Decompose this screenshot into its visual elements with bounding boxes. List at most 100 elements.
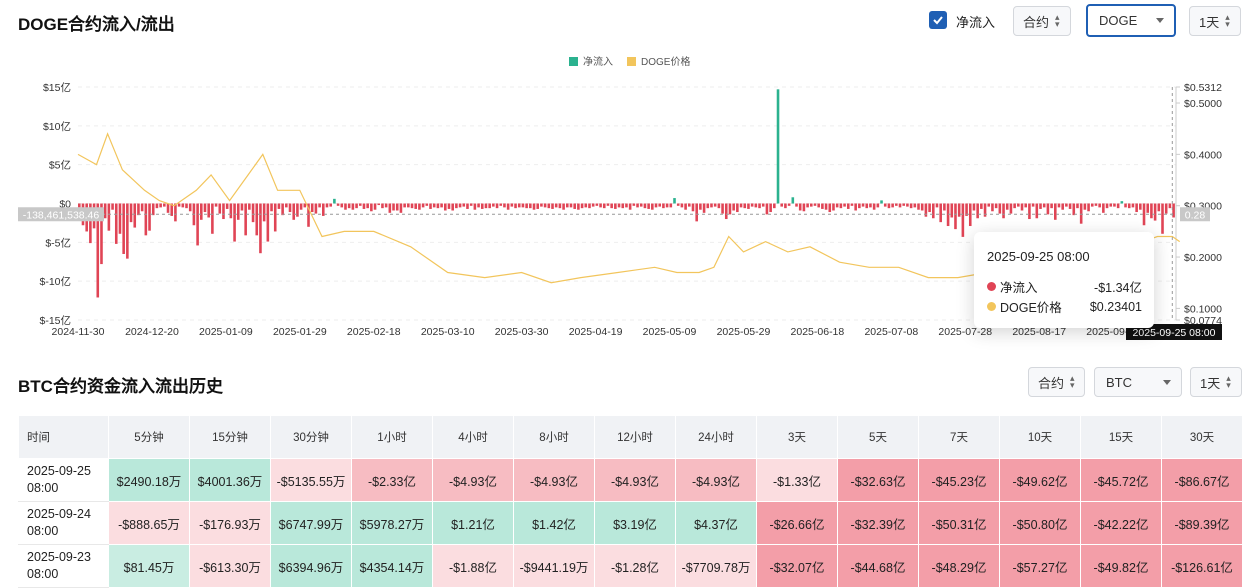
flow-bar	[673, 198, 676, 204]
left-tick-label: $15亿	[43, 81, 71, 94]
flow-bar	[211, 203, 214, 234]
flow-bar	[1164, 203, 1168, 214]
coin-select[interactable]: DOGE	[1086, 4, 1176, 37]
flow-bar	[244, 203, 247, 236]
right-tick-label: $0.5312	[1184, 82, 1222, 94]
flow-bar	[924, 203, 928, 217]
flow-bar	[200, 203, 203, 220]
flow-bar	[824, 203, 828, 210]
flow-bar	[373, 203, 377, 210]
flow-bar	[702, 203, 706, 213]
flow-cell: -$2.33亿	[351, 458, 433, 502]
flow-bar	[181, 203, 185, 208]
flow-bar	[429, 203, 432, 209]
chart-title: DOGE合约流入/流出	[18, 15, 175, 34]
crosshair-left-label: -138,461,538.46	[23, 209, 100, 221]
flow-bar	[573, 203, 576, 209]
flow-bar	[322, 203, 325, 216]
flow-bar	[248, 203, 251, 210]
flow-bar	[418, 203, 421, 210]
flow-bar	[680, 203, 684, 208]
flow-bar	[166, 203, 170, 213]
legend-price-swatch	[627, 57, 636, 66]
flow-bar	[935, 203, 939, 208]
mode-select[interactable]: 合约 ▴ ▾	[1013, 6, 1071, 36]
flow-bar	[1013, 203, 1016, 209]
flow-bar	[765, 203, 769, 215]
flow-bar	[1054, 203, 1057, 220]
flow-bar	[669, 203, 673, 208]
flow-cell: -$32.07亿	[756, 544, 838, 588]
net-inflow-checkbox[interactable]	[929, 11, 947, 29]
flow-bar	[551, 203, 554, 209]
column-header: 10天	[999, 415, 1081, 459]
flow-cell: -$42.22亿	[1080, 501, 1162, 545]
flow-cell: -$1.88亿	[432, 544, 514, 588]
flow-bar	[850, 203, 854, 206]
flow-bar	[639, 203, 643, 207]
flow-bar	[1087, 203, 1090, 212]
flow-bar	[895, 203, 898, 206]
up-down-icon: ▴ ▾	[1070, 373, 1075, 390]
flow-cell: $1.42亿	[513, 501, 595, 545]
flow-bar	[906, 203, 909, 207]
flow-bar	[1161, 203, 1164, 234]
flow-bar	[89, 203, 92, 244]
flow-bar	[617, 203, 621, 208]
flow-cell: -$4.93亿	[513, 458, 595, 502]
flow-bar	[691, 203, 695, 212]
flow-cell: $4354.14万	[351, 544, 433, 588]
history-coin-select[interactable]: BTC	[1094, 367, 1182, 397]
left-tick-label: $5亿	[49, 159, 71, 172]
flow-bar	[784, 203, 787, 209]
flow-bar	[266, 203, 270, 242]
flow-cell: -$5135.55万	[270, 458, 352, 502]
flow-bar	[281, 203, 284, 216]
flow-bar	[1079, 203, 1083, 224]
table-row: 2025-09-25 08:00 $2490.18万 $4001.36万 -$5135.…	[18, 458, 1243, 502]
column-header: 5分钟	[108, 415, 190, 459]
history-mode-value: 合约	[1038, 375, 1065, 391]
flow-bar	[769, 203, 772, 213]
history-mode-select[interactable]: 合约 ▴ ▾	[1028, 367, 1085, 397]
flow-bar	[155, 203, 159, 209]
flow-bar	[140, 203, 144, 212]
crosshair-x-label: 2025-09-25 08:00	[1133, 327, 1216, 339]
history-interval-select[interactable]: 1天 ▴ ▾	[1190, 367, 1242, 397]
flow-bar	[861, 203, 865, 207]
flow-bar	[739, 203, 743, 208]
net-inflow-checkbox-label[interactable]: 净流入	[956, 15, 996, 30]
right-tick-label: $0.4000	[1184, 149, 1222, 161]
row-date: 2025-09-25	[27, 464, 91, 478]
flow-bar	[506, 203, 510, 210]
flow-bar	[347, 203, 351, 209]
flow-bar	[713, 203, 717, 207]
flow-bar	[536, 203, 540, 209]
x-tick-label: 2024-11-30	[52, 326, 105, 338]
flow-chart[interactable]: 净流入 DOGE价格 $15亿 $10亿 $5亿 $0 $-5亿 $-10亿 $-15亿 $0.5…	[0, 45, 1247, 350]
flow-bar	[122, 203, 125, 254]
flow-cell: -$44.68亿	[837, 544, 919, 588]
tooltip-label: 净流入	[1000, 281, 1038, 295]
x-tick-label: 2025-05-09	[643, 326, 697, 338]
left-tick-label: $10亿	[43, 120, 71, 133]
flow-bar	[384, 203, 388, 208]
flow-bar	[972, 203, 976, 211]
right-tick-label: $0.2000	[1184, 252, 1222, 264]
flow-bar	[351, 203, 355, 210]
flow-bar	[880, 200, 883, 204]
flow-bar	[1113, 203, 1116, 207]
flow-bar	[488, 203, 491, 209]
chart-tooltip: 2025-09-25 08:00 净流入 -$1.34亿 DOGE价格 $0.2…	[974, 232, 1154, 328]
flow-bar	[440, 203, 443, 208]
flow-bar	[229, 203, 233, 219]
interval-select[interactable]: 1天 ▴ ▾	[1189, 6, 1241, 36]
column-header: 12小时	[594, 415, 676, 459]
flow-bar	[1139, 203, 1142, 210]
flow-bar	[736, 203, 739, 213]
flow-bar	[998, 203, 1002, 214]
column-header: 15天	[1080, 415, 1162, 459]
flow-bar	[240, 203, 244, 211]
right-tick-label: $0.5000	[1184, 98, 1222, 110]
flow-bar	[920, 203, 924, 211]
